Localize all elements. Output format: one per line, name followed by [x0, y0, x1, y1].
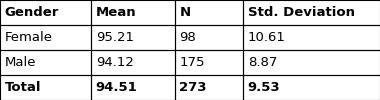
- Bar: [243, 25, 380, 50]
- Text: 94.51: 94.51: [96, 81, 138, 94]
- Text: N: N: [179, 6, 190, 19]
- Text: 9.53: 9.53: [248, 81, 280, 94]
- Bar: [175, 25, 243, 50]
- Text: 94.12: 94.12: [96, 56, 134, 69]
- Bar: [243, 0, 380, 25]
- Text: Male: Male: [5, 56, 36, 69]
- Text: 98: 98: [179, 31, 196, 44]
- Text: Std. Deviation: Std. Deviation: [248, 6, 355, 19]
- Text: 273: 273: [179, 81, 207, 94]
- Bar: [175, 75, 243, 100]
- Text: Gender: Gender: [5, 6, 59, 19]
- Bar: [0, 25, 91, 50]
- Text: 8.87: 8.87: [248, 56, 277, 69]
- Bar: [0, 50, 91, 75]
- Bar: [175, 0, 243, 25]
- Bar: [91, 0, 175, 25]
- Bar: [243, 50, 380, 75]
- Text: 95.21: 95.21: [96, 31, 134, 44]
- Bar: [91, 25, 175, 50]
- Text: Mean: Mean: [96, 6, 136, 19]
- Bar: [91, 50, 175, 75]
- Bar: [91, 75, 175, 100]
- Text: 175: 175: [179, 56, 205, 69]
- Bar: [0, 75, 91, 100]
- Bar: [175, 50, 243, 75]
- Text: 10.61: 10.61: [248, 31, 286, 44]
- Text: Total: Total: [5, 81, 41, 94]
- Bar: [243, 75, 380, 100]
- Text: Female: Female: [5, 31, 52, 44]
- Bar: [0, 0, 91, 25]
